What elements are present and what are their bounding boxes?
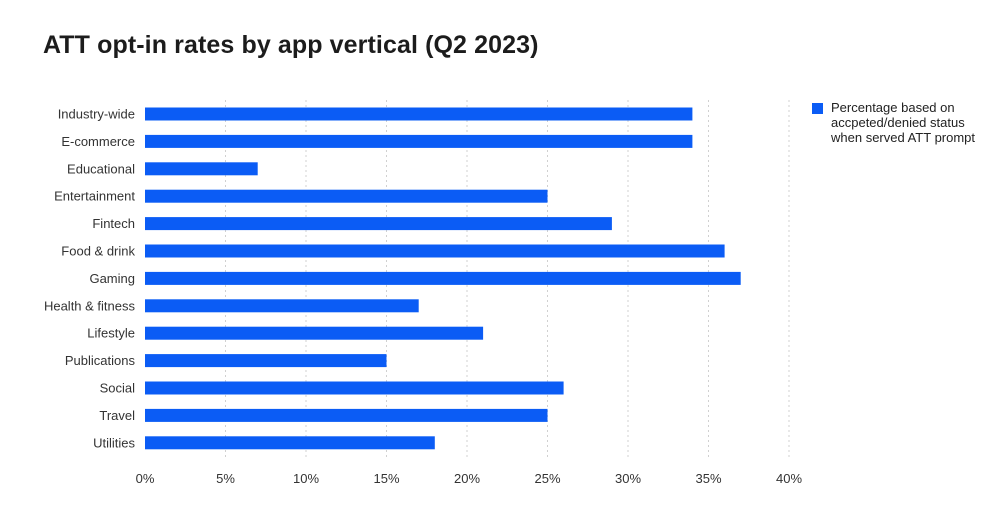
chart-title: ATT opt-in rates by app vertical (Q2 202…	[43, 31, 539, 59]
bar	[145, 381, 564, 395]
x-tick-label: 0%	[136, 471, 155, 486]
legend: Percentage based on accpeted/denied stat…	[812, 100, 982, 145]
bar	[145, 217, 612, 231]
x-axis-tick-labels: 0% 5% 10% 15% 20% 25% 30% 35% 40%	[136, 471, 803, 486]
bars	[145, 107, 741, 450]
category-label: Fintech	[92, 216, 135, 231]
x-tick-label: 5%	[216, 471, 235, 486]
legend-swatch	[812, 103, 823, 114]
x-tick-label: 10%	[293, 471, 319, 486]
category-label: Industry-wide	[58, 107, 135, 122]
bar	[145, 134, 693, 148]
category-label: Food & drink	[61, 244, 135, 259]
bar	[145, 244, 725, 258]
bar	[145, 326, 484, 340]
bar	[145, 271, 741, 285]
category-label: Social	[100, 381, 136, 396]
category-label: Educational	[67, 161, 135, 176]
x-tick-label: 20%	[454, 471, 480, 486]
category-label: Utilities	[93, 435, 135, 450]
bar	[145, 189, 548, 203]
category-label: Travel	[99, 408, 135, 423]
x-tick-label: 40%	[776, 471, 802, 486]
bar	[145, 354, 387, 368]
bar	[145, 408, 548, 422]
bar	[145, 436, 435, 450]
bar	[145, 299, 419, 313]
bar	[145, 162, 258, 176]
x-tick-label: 35%	[695, 471, 721, 486]
category-label: Health & fitness	[44, 298, 136, 313]
category-label: Gaming	[89, 271, 135, 286]
x-tick-label: 30%	[615, 471, 641, 486]
category-label: Entertainment	[54, 189, 135, 204]
category-labels: Industry-wide E-commerce Educational Entert…	[44, 107, 136, 451]
x-tick-label: 15%	[373, 471, 399, 486]
category-label: E-commerce	[61, 134, 135, 149]
x-tick-label: 25%	[534, 471, 560, 486]
category-label: Lifestyle	[87, 326, 135, 341]
legend-label: Percentage based on accpeted/denied stat…	[831, 100, 976, 145]
bar	[145, 107, 693, 121]
category-label: Publications	[65, 353, 136, 368]
